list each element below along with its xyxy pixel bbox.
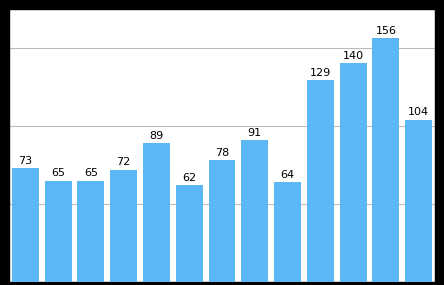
Bar [77, 180, 104, 282]
Text: 104: 104 [408, 107, 429, 117]
Bar [143, 143, 170, 282]
Bar [209, 160, 235, 282]
Text: 65: 65 [84, 168, 98, 178]
Bar [274, 182, 301, 282]
Bar [44, 180, 71, 282]
Text: 65: 65 [51, 168, 65, 178]
Bar [373, 38, 400, 282]
Text: 89: 89 [149, 131, 163, 141]
Bar [340, 63, 367, 282]
Text: 129: 129 [310, 68, 331, 78]
Text: 64: 64 [281, 170, 295, 180]
Bar [405, 119, 432, 282]
Text: 91: 91 [248, 127, 262, 138]
Text: 156: 156 [376, 26, 396, 36]
Text: 72: 72 [116, 157, 131, 167]
Bar [307, 80, 334, 282]
Text: 78: 78 [215, 148, 229, 158]
Text: 140: 140 [343, 51, 364, 61]
Bar [110, 170, 137, 282]
Bar [242, 140, 268, 282]
Text: 73: 73 [18, 156, 32, 166]
Bar [12, 168, 39, 282]
Text: 62: 62 [182, 173, 196, 183]
Bar [176, 185, 202, 282]
